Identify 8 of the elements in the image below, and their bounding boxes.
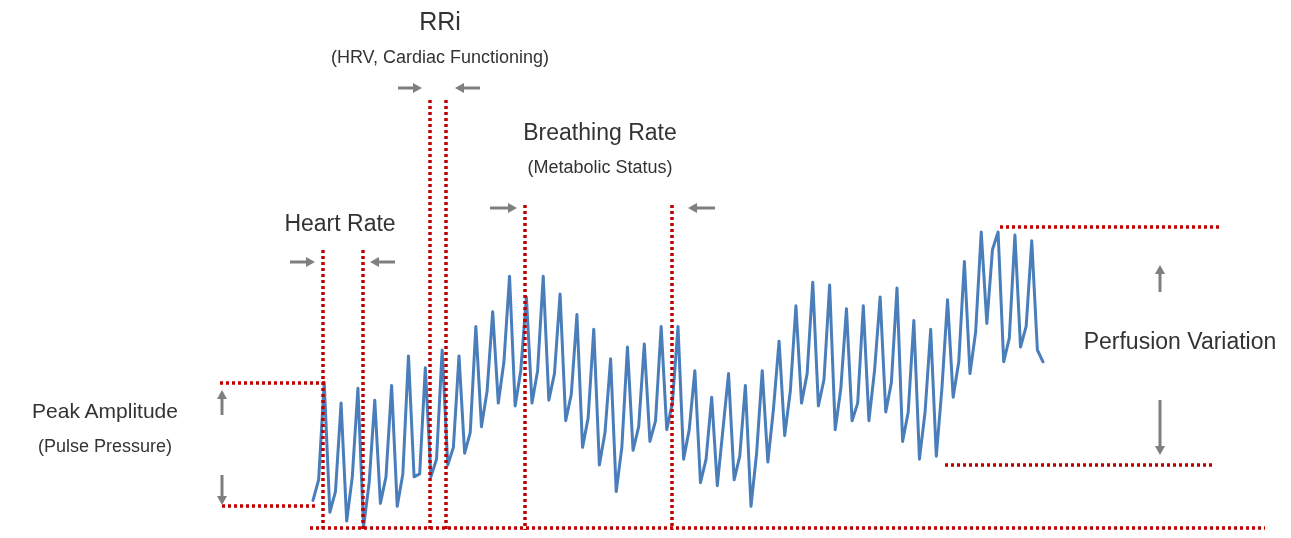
annotation: Heart Rate xyxy=(284,210,396,236)
text: (Pulse Pressure) xyxy=(37,436,173,456)
text: Peak Amplitude xyxy=(32,399,178,422)
text: RRi xyxy=(419,7,461,35)
text: Perfusion Variation xyxy=(1083,328,1277,354)
text: (Metabolic Status) xyxy=(527,157,673,177)
text: Breathing Rate xyxy=(523,119,677,145)
text: (HRV, Cardiac Functioning) xyxy=(330,47,550,67)
